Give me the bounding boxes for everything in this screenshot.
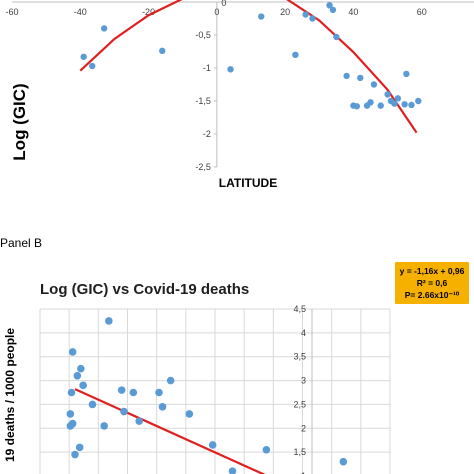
r-squared-line: R² = 0,6 — [417, 278, 448, 288]
panel-a-y-axis-label: Log (GIC) — [10, 83, 29, 160]
panel-b-data-point — [71, 450, 79, 459]
panel-a-x-axis-label: LATITUDE — [219, 176, 277, 190]
panel-b-label: Panel B — [0, 236, 42, 250]
panel-a-data-point — [357, 74, 364, 82]
panel-a-y-tick-label: -0,5 — [195, 30, 211, 40]
panel-b-data-point — [158, 403, 167, 411]
panel-b-y-tick-label: 2,5 — [293, 399, 306, 409]
panel-b-trendline — [74, 388, 266, 474]
panel-b-data-point — [155, 388, 163, 397]
panel-b-data-point — [185, 410, 194, 418]
panel-b-y-tick-label: 3,5 — [293, 352, 306, 362]
panel-b-data-point — [135, 417, 143, 425]
panel-b-data-point — [339, 457, 348, 466]
panel-b-y-tick-label: 3 — [301, 376, 306, 386]
panel-a-data-point — [391, 100, 398, 107]
panel-a-x-tick-label: 0 — [214, 7, 219, 17]
panel-a-data-point — [353, 103, 361, 110]
panel-b-y-tick-label: 1 — [301, 471, 306, 474]
panel-b-data-point — [208, 441, 217, 449]
equation-line: y = -1,16x + 0,96 — [400, 266, 465, 276]
panel-b-data-point — [262, 445, 271, 454]
panel-a-data-point — [394, 95, 402, 102]
panel-b-y-tick-label: 4 — [301, 328, 306, 338]
panel-a-data-point — [159, 47, 166, 55]
panel-a-x-tick-label: 40 — [348, 7, 358, 17]
panel-a-y-tick-label: -1,5 — [195, 96, 211, 106]
panel-b-data-point — [117, 386, 126, 394]
panel-b-data-point — [105, 317, 113, 325]
panel-b-data-point — [68, 419, 77, 428]
panel-b-y-axis-label: 19 deaths / 1000 people — [3, 328, 17, 462]
panel-b-y-tick-label: 4,5 — [293, 304, 306, 314]
panel-a-data-point — [370, 81, 378, 88]
panel-a-data-point — [415, 97, 422, 105]
panel-a-y-tick-label: -2,5 — [195, 162, 211, 172]
panel-a-y-tick-label: -2 — [203, 129, 211, 139]
panel-b-data-point — [67, 388, 76, 397]
panel-a-data-point — [367, 99, 374, 106]
panel-b-data-point — [68, 348, 77, 356]
panel-a-scatter-chart: -60 -40 -20 0 20 40 60 -0,5 -1 -1,5 -2 -2,5 0 Log (G… — [5, 0, 474, 190]
panel-a-x-tick-label: 20 — [280, 7, 290, 17]
p-value-line: P= 2.66x10⁻¹⁰ — [405, 290, 460, 300]
panel-a-x-tick-label: -20 — [142, 7, 155, 17]
panel-b-scatter-chart: Panel B Log (GIC) vs Covid-19 deaths y =… — [0, 236, 469, 474]
panel-b-y-tick-label: 1,5 — [293, 447, 306, 457]
panel-a-data-point — [401, 101, 408, 108]
panel-a-data-point — [292, 51, 299, 58]
panel-a-x-tick-label: -60 — [5, 7, 18, 17]
panel-b-data-point — [228, 467, 237, 474]
panel-a-x-tick-label: 60 — [417, 7, 427, 17]
equation-box: y = -1,16x + 0,96 R² = 0,6 P= 2.66x10⁻¹⁰ — [395, 262, 469, 304]
panel-a-data-point — [333, 33, 340, 41]
panel-b-data-point — [75, 443, 84, 452]
panel-a-data-point — [80, 53, 87, 60]
panel-a-data-point — [309, 15, 316, 22]
panel-a-x-tick-label: -40 — [74, 7, 87, 17]
panel-a-data-point — [377, 102, 384, 109]
panel-b-title: Log (GIC) vs Covid-19 deaths — [40, 281, 249, 298]
panel-b-data-point — [166, 376, 175, 385]
panel-b-data-point — [88, 400, 97, 409]
panel-a-data-point — [227, 66, 234, 73]
panel-a-data-point — [343, 72, 350, 80]
panel-b-data-point — [77, 364, 85, 373]
panel-a-data-point — [384, 91, 391, 98]
panel-a-data-point — [329, 6, 337, 14]
panel-b-data-point — [79, 381, 87, 390]
panel-b-data-point — [120, 407, 128, 416]
panel-b-data-point — [66, 410, 75, 418]
panel-a-y-tick-label: 0 — [221, 0, 226, 8]
panel-a-trendline — [79, 0, 418, 134]
panel-b-y-tick-label: 2 — [301, 423, 306, 433]
panel-a-data-point — [89, 62, 96, 70]
panel-a-y-tick-label: -1 — [203, 63, 211, 73]
panel-a-data-point — [403, 70, 410, 78]
panel-b-data-point — [129, 388, 138, 397]
panel-a-data-point — [326, 2, 333, 9]
panel-b-data-point — [100, 422, 108, 430]
panel-a-data-point — [302, 11, 309, 18]
panel-b-data-point — [73, 372, 82, 380]
panel-a-data-point — [408, 101, 415, 109]
panel-a-data-point — [100, 25, 108, 32]
panel-a-data-point — [258, 13, 265, 20]
